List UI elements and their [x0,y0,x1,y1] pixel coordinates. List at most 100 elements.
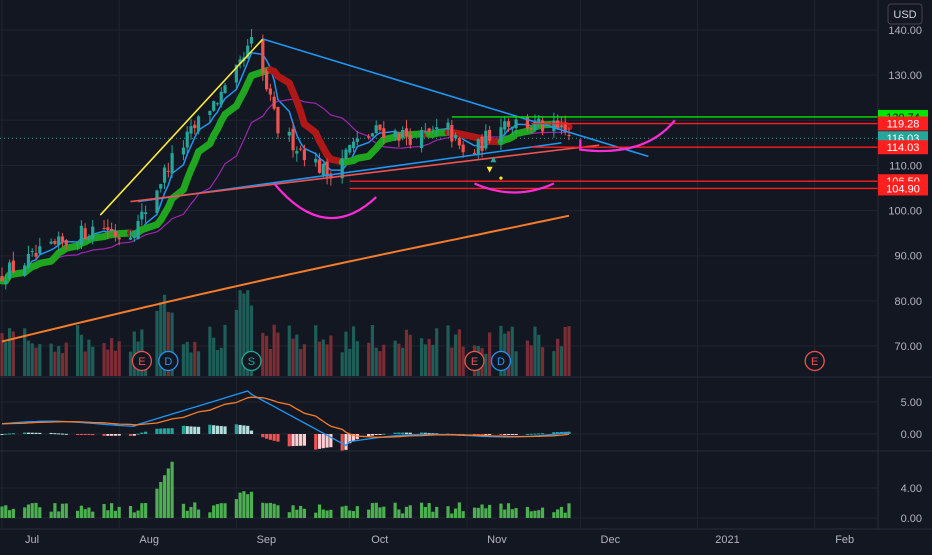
event-marker-label: D [497,356,505,368]
event-marker[interactable]: E [132,352,151,371]
volume-ratio-bar [397,509,400,518]
event-marker-label: D [164,356,172,368]
volume-ratio-bar [57,511,60,518]
volume-bar [76,325,79,376]
event-marker[interactable]: D [159,352,178,371]
candle-body [371,133,374,136]
candle[interactable] [265,68,268,91]
volume-ratio-bar [344,506,347,518]
volume-ratio-bar [193,502,196,518]
volume-ratio-bar [182,504,185,518]
level-price-label[interactable]: 114.03 [878,140,928,154]
price-tick-label: 110.00 [889,160,922,172]
macd-histogram-bar [537,433,540,434]
candle-body [250,37,253,44]
macd-histogram-bar [276,434,279,442]
volume-bar [129,352,132,376]
candle[interactable] [371,133,374,137]
volume-bar [446,325,449,376]
macd-tick-label: 0.00 [901,429,922,441]
volume-ratio-bar [171,462,174,518]
volume-ratio-bar [303,509,306,518]
volume-ratio-bar [424,507,427,518]
candle-body [8,263,11,279]
volume-ratio-bar [450,513,453,518]
volume-ratio-bar [136,511,139,518]
volume-bar [31,343,34,376]
volume-bar [0,333,3,376]
candle-body [507,121,510,127]
volume-ratio-bar [507,503,510,518]
volume-ratio-bar [382,507,385,518]
macd-histogram-bar [208,425,211,434]
volume-ratio-bar [503,510,506,518]
macd-histogram-bar [288,434,291,446]
volume-ratio-bar [480,504,483,518]
level-price-label[interactable]: 104.90 [878,181,928,195]
volume-bar [212,338,215,376]
event-marker[interactable]: E [805,352,824,371]
volume-ratio-bar [567,503,570,518]
volume-bar [533,327,536,376]
candle-body [182,148,185,155]
event-marker[interactable]: D [491,352,510,371]
volume-ratio-bar [409,505,412,518]
macd-histogram-bar [503,434,506,435]
volume-bar [420,338,423,376]
candle-body [530,128,533,129]
volume-ratio-bar [299,506,302,518]
volume-bar [87,340,90,376]
volume-ratio-bar [325,511,328,518]
candle-body [428,128,431,131]
macd-histogram-bar [0,434,3,435]
candle-body [57,236,60,245]
volume-bar [537,335,540,376]
time-tick-label: Aug [139,534,159,546]
volume-ratio-bar [110,503,113,518]
macd-histogram-bar [102,434,105,436]
volume-ratio-bar [322,510,325,518]
volume-ratio-bar [454,509,457,518]
candle-body [394,131,397,137]
volume-ratio-bar [0,506,3,518]
volume-bar [530,345,533,376]
volume-bar [405,330,408,376]
candle-body [344,150,347,159]
level-price-label-text: 119.28 [887,119,920,131]
currency-badge[interactable]: USD [888,4,922,24]
level-price-label-text: 114.03 [887,142,920,154]
volume-ratio-bar [216,504,219,518]
candle-body [144,212,147,214]
volume-ratio-bar [375,503,378,518]
candle[interactable] [8,260,11,281]
volume-ratio-bar [473,508,476,518]
volume-bar [223,325,226,376]
candle[interactable] [212,100,215,111]
event-marker[interactable]: S [242,352,261,371]
volume-ratio-bar [118,507,121,518]
level-price-label[interactable]: 119.28 [878,117,928,131]
volume-bar [382,345,385,376]
candle-body [220,92,223,105]
volume-bar [424,344,427,376]
candle-body [216,103,219,104]
volume-bar [102,343,105,376]
macd-histogram-bar [8,433,11,434]
volume-bar [276,333,279,376]
candle-body [114,231,117,236]
candle[interactable] [155,190,158,214]
candle-body [424,131,427,132]
macd-histogram-bar [295,434,298,446]
candle-body [511,127,514,129]
price-tick-label: 130.00 [888,70,922,82]
macd-histogram-bar [382,434,385,435]
volume-bar [53,352,56,376]
volume-bar [541,347,544,376]
macd-histogram-bar [65,434,68,435]
volume-ratio-bar [273,504,276,518]
candle-body [480,137,483,151]
event-marker[interactable]: E [465,352,484,371]
